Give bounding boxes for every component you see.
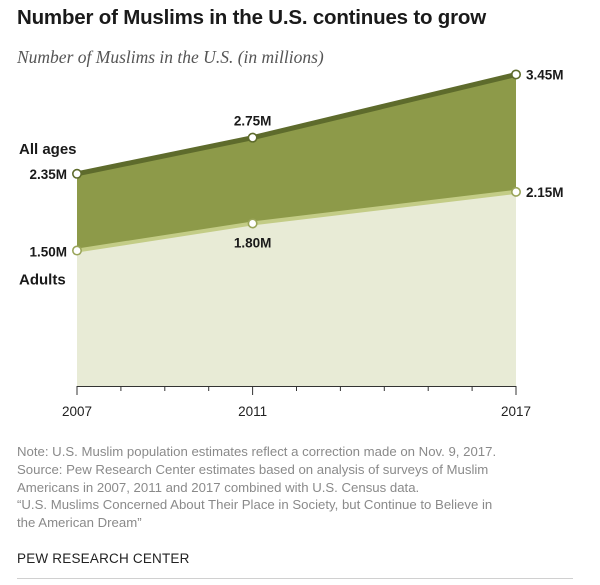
series-name-adults: Adults [19, 272, 66, 289]
data-label-adults: 1.80M [234, 235, 272, 250]
data-label-all-ages: 2.75M [234, 114, 272, 129]
series-name-all-ages: All ages [19, 141, 77, 158]
report-title-line: the American Dream” [17, 515, 142, 531]
data-label-adults: 2.15M [526, 185, 564, 200]
data-point-all-ages [72, 168, 83, 179]
note-line: Note: U.S. Muslim population estimates r… [17, 444, 497, 459]
notes: Note: U.S. Muslim population estimates r… [17, 443, 587, 532]
data-point-all-ages [247, 132, 258, 143]
data-label-all-ages: 3.45M [526, 67, 564, 82]
data-label-adults: 1.50M [29, 245, 67, 260]
area-adults [77, 191, 516, 386]
source-line: Source: Pew Research Center estimates ba… [17, 461, 489, 477]
data-point-adults [247, 218, 258, 229]
x-tick-label: 2007 [62, 404, 92, 419]
x-tick-label: 2011 [238, 404, 267, 419]
report-title-line: “U.S. Muslims Concerned About Their Plac… [17, 497, 493, 513]
area-chart: 2007 2011 2017 2.35M 2.75M 3.45M 1.50M 1.80M 2.… [19, 67, 564, 419]
source-line: Americans in 2007, 2011 and 2017 combine… [17, 479, 420, 495]
x-tick-label: 2017 [501, 404, 531, 419]
footer-divider [17, 578, 573, 579]
data-point-adults [72, 245, 83, 256]
data-point-adults [510, 186, 521, 197]
data-point-all-ages [510, 69, 521, 80]
area-all-ages [77, 74, 516, 251]
chart-subtitle: Number of Muslims in the U.S. (in millio… [17, 47, 324, 67]
data-label-all-ages: 2.35M [29, 167, 67, 182]
chart-title: Number of Muslims in the U.S. continues … [17, 6, 486, 29]
brand-label: PEW RESEARCH CENTER [17, 551, 190, 566]
